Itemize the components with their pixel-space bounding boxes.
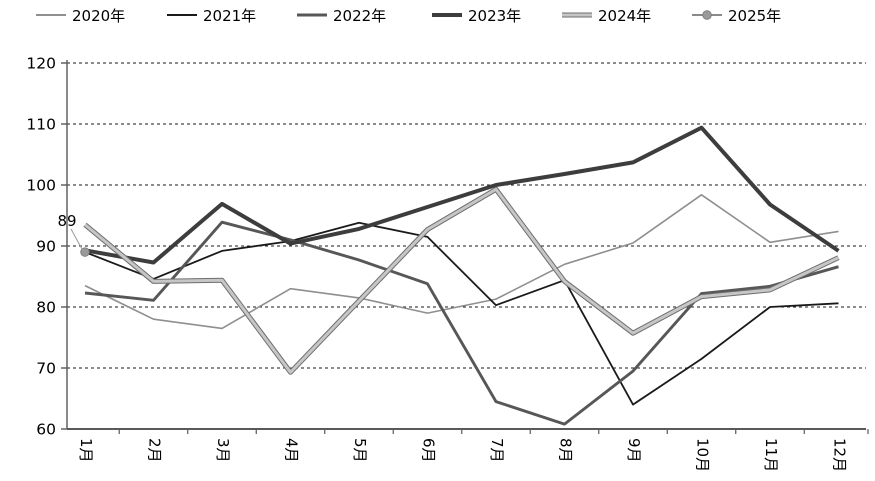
series-lines xyxy=(80,125,840,426)
x-axis-label: 8月 xyxy=(557,438,575,463)
legend-swatch-2021年 xyxy=(167,14,197,16)
y-axis-label: 120 xyxy=(26,55,56,73)
legend-swatch-2023年 xyxy=(432,13,462,17)
x-axis-label: 9月 xyxy=(625,438,643,463)
legend-swatch-marker xyxy=(702,10,712,20)
legend-label: 2025年 xyxy=(728,6,782,25)
x-axis-label: 7月 xyxy=(488,438,506,463)
series-marker-2025年 xyxy=(80,247,90,257)
legend-label: 2021年 xyxy=(203,6,257,25)
x-axis-label: 11月 xyxy=(762,438,780,472)
y-axis-label: 100 xyxy=(26,177,56,195)
legend-swatch-2022年 xyxy=(297,13,327,17)
legend-label: 2020年 xyxy=(72,6,126,25)
x-axis-label: 2月 xyxy=(146,438,164,463)
x-axis-label: 5月 xyxy=(351,438,369,463)
y-axis-label: 90 xyxy=(36,238,56,256)
legend-item-2023年: 2023年 xyxy=(431,4,521,26)
series-line-2021年 xyxy=(84,221,839,406)
legend-item-2024年: 2024年 xyxy=(561,4,651,26)
data-label-leader-line xyxy=(70,228,83,251)
x-axis-label: 4月 xyxy=(283,438,301,463)
gridlines xyxy=(67,62,866,369)
series-line-2023年 xyxy=(84,125,840,265)
y-axis-label: 80 xyxy=(36,299,56,317)
x-axis-label: 6月 xyxy=(420,438,438,463)
x-axis-label: 10月 xyxy=(694,438,712,472)
legend-item-2025年: 2025年 xyxy=(691,4,781,26)
legend-item-2020年: 2020年 xyxy=(35,4,125,26)
legend-swatch-2025年 xyxy=(692,10,722,20)
legend-swatch-2020年 xyxy=(36,14,66,16)
legend-label: 2024年 xyxy=(598,6,652,25)
x-axis-label: 12月 xyxy=(831,438,849,472)
y-axis-label: 60 xyxy=(36,421,56,439)
x-axis-label: 3月 xyxy=(214,438,232,463)
series-line-2022年 xyxy=(84,220,839,426)
legend: 2020年 2021年 2022年 2023年 2024年 2025年 xyxy=(0,0,875,30)
legend-label: 2022年 xyxy=(333,6,387,25)
series-line-2020年 xyxy=(84,194,839,330)
legend-swatch-2024年 xyxy=(562,12,592,18)
legend-item-2021年: 2021年 xyxy=(166,4,256,26)
x-axis-label: 1月 xyxy=(77,438,95,463)
legend-item-2022年: 2022年 xyxy=(296,4,386,26)
data-label-89: 89 xyxy=(57,212,76,230)
y-axis-label: 110 xyxy=(26,116,56,134)
series-line-2024年 xyxy=(84,187,840,374)
legend-label: 2023年 xyxy=(468,6,522,25)
y-axis-label: 70 xyxy=(36,360,56,378)
